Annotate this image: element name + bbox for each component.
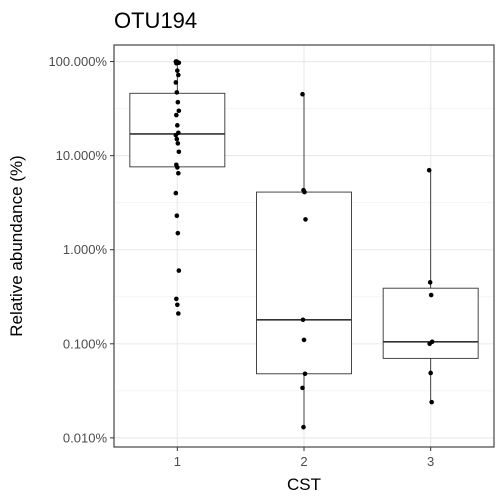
data-point: [175, 99, 181, 105]
data-point: [302, 189, 307, 195]
data-point: [175, 302, 180, 308]
data-point: [175, 141, 181, 146]
data-point: [174, 136, 180, 142]
y-axis: 0.010% 0.100% 1.000% 10.000% 100.000%: [48, 54, 114, 445]
x-axis-title: CST: [287, 475, 321, 494]
data-point: [301, 337, 307, 343]
data-points: [173, 59, 435, 430]
box-2: [256, 94, 352, 428]
data-point: [428, 292, 434, 298]
data-point: [174, 60, 179, 66]
data-point: [175, 230, 181, 236]
data-point: [428, 370, 433, 376]
data-point: [174, 213, 180, 218]
data-point: [426, 167, 432, 173]
x-axis: 1 2 3: [174, 447, 434, 469]
data-point: [174, 296, 179, 302]
y-tick-label: 1.000%: [63, 242, 108, 257]
data-point: [176, 268, 182, 273]
data-point: [429, 399, 434, 405]
data-point: [300, 385, 305, 391]
box-1: [129, 61, 226, 168]
boxes: [129, 61, 479, 428]
x-tick-label: 3: [427, 454, 434, 469]
x-tick-label: 2: [300, 454, 307, 469]
x-tick-label: 1: [174, 454, 181, 469]
data-point: [301, 424, 306, 430]
chart-title: OTU194: [114, 8, 197, 33]
data-point: [175, 123, 180, 128]
y-tick-label: 0.100%: [63, 336, 108, 351]
y-tick-label: 10.000%: [56, 148, 108, 163]
data-point: [176, 149, 182, 155]
y-tick-label: 0.010%: [63, 430, 108, 445]
data-point: [176, 108, 182, 114]
box-rect: [129, 92, 226, 168]
data-point: [303, 217, 308, 222]
data-point: [173, 80, 179, 85]
y-axis-title: Relative abundance (%): [7, 155, 26, 336]
box-rect: [382, 287, 479, 359]
box-3: [382, 170, 479, 403]
data-point: [427, 341, 432, 347]
data-point: [176, 72, 181, 78]
data-point: [176, 170, 181, 176]
data-point: [300, 91, 305, 97]
y-tick-label: 100.000%: [48, 54, 107, 69]
data-point: [175, 68, 180, 73]
data-point: [427, 280, 433, 285]
data-point: [174, 90, 180, 95]
data-point: [300, 317, 306, 323]
data-point: [174, 112, 179, 118]
data-point: [173, 190, 179, 196]
data-point: [175, 165, 180, 170]
data-point: [176, 311, 181, 316]
data-point: [173, 132, 179, 138]
data-point: [302, 371, 308, 377]
